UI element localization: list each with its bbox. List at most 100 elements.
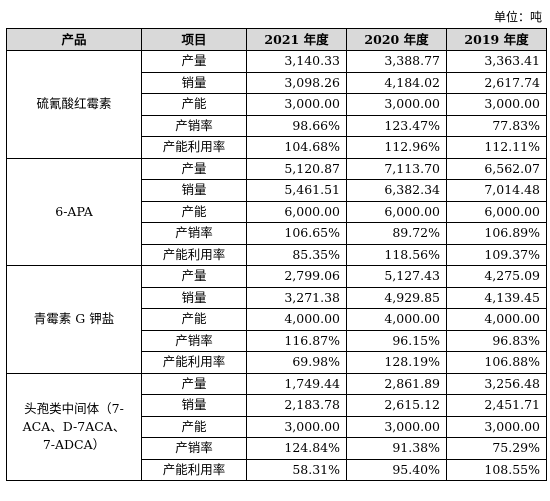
value-cell: 6,000.00 (446, 200, 547, 223)
value-cell: 91.38% (346, 437, 447, 460)
table-row: 销量 5,461.51 6,382.34 7,014.48 (7, 179, 547, 202)
value-cell: 3,000.00 (446, 93, 547, 116)
value-cell: 85.35% (246, 243, 347, 266)
table-row: 销量 3,098.26 4,184.02 2,617.74 (7, 71, 547, 94)
value-cell: 4,139.45 (446, 286, 547, 309)
value-cell: 4,000.00 (446, 308, 547, 331)
value-cell: 96.15% (346, 329, 447, 352)
production-sales-table: 产品 项目 2021 年度 2020 年度 2019 年度 硫氰酸红霉素 产量 3,… (6, 28, 547, 481)
value-cell: 3,000.00 (246, 415, 347, 438)
value-cell: 75.29% (446, 437, 547, 460)
value-cell: 124.84% (246, 437, 347, 460)
value-cell: 7,014.48 (446, 179, 547, 202)
table-row: 产能利用率 58.31% 95.40% 108.55% (7, 458, 547, 481)
value-cell: 4,184.02 (346, 71, 447, 94)
value-cell: 95.40% (346, 458, 447, 481)
value-cell: 2,183.78 (246, 394, 347, 417)
value-cell: 3,098.26 (246, 71, 347, 94)
value-cell: 2,617.74 (446, 71, 547, 94)
value-cell: 3,000.00 (346, 93, 447, 116)
value-cell: 6,382.34 (346, 179, 447, 202)
value-cell: 4,929.85 (346, 286, 447, 309)
table-row: 产销率 124.84% 91.38% 75.29% (7, 437, 547, 460)
table-row: 产能 3,000.00 3,000.00 3,000.00 (7, 93, 547, 116)
item-cell: 产销率 (141, 114, 247, 137)
table-body: 硫氰酸红霉素 产量 3,140.33 3,388.77 3,363.41 销量 3,098.… (6, 50, 547, 481)
item-cell: 产销率 (141, 437, 247, 460)
value-cell: 106.89% (446, 222, 547, 245)
item-cell: 销量 (141, 71, 247, 94)
item-cell: 产量 (141, 372, 247, 395)
value-cell: 104.68% (246, 136, 347, 159)
header-item: 项目 (141, 28, 247, 51)
table-row: 6-APA 产量 5,120.87 7,113.70 6,562.07 (6, 157, 547, 266)
item-cell: 销量 (141, 394, 247, 417)
product-cell: 硫氰酸红霉素 (6, 50, 142, 159)
table-row: 销量 3,271.38 4,929.85 4,139.45 (7, 286, 547, 309)
header-row: 产品 项目 2021 年度 2020 年度 2019 年度 (6, 28, 547, 51)
table-row: 产销率 106.65% 89.72% 106.89% (7, 222, 547, 245)
value-cell: 2,799.06 (246, 265, 347, 288)
table-row: 产能 6,000.00 6,000.00 6,000.00 (7, 200, 547, 223)
value-cell: 109.37% (446, 243, 547, 266)
item-cell: 产销率 (141, 222, 247, 245)
value-cell: 112.96% (346, 136, 447, 159)
header-2021: 2021 年度 (246, 28, 347, 51)
value-cell: 2,451.71 (446, 394, 547, 417)
item-cell: 产能利用率 (141, 243, 247, 266)
item-cell: 产量 (141, 50, 247, 73)
unit-label: 单位：吨 (493, 10, 542, 24)
item-cell: 产能 (141, 308, 247, 331)
value-cell: 7,113.70 (346, 157, 447, 180)
item-cell: 产量 (141, 265, 247, 288)
item-cell: 销量 (141, 286, 247, 309)
value-cell: 106.65% (246, 222, 347, 245)
header-product: 产品 (6, 28, 142, 51)
value-cell: 6,000.00 (246, 200, 347, 223)
value-cell: 128.19% (346, 351, 447, 374)
value-cell: 3,000.00 (246, 93, 347, 116)
product-cell: 6-APA (6, 157, 142, 266)
value-cell: 3,000.00 (446, 415, 547, 438)
header-2019: 2019 年度 (446, 28, 547, 51)
value-cell: 5,461.51 (246, 179, 347, 202)
table-row: 头孢类中间体（7-ACA、D-7ACA、7-ADCA） 产量 1,749.44 2,8… (6, 372, 547, 481)
value-cell: 5,120.87 (246, 157, 347, 180)
table-row: 产能 3,000.00 3,000.00 3,000.00 (7, 415, 547, 438)
value-cell: 2,861.89 (346, 372, 447, 395)
table-row: 产能利用率 69.98% 128.19% 106.88% (7, 351, 547, 374)
value-cell: 2,615.12 (346, 394, 447, 417)
value-cell: 108.55% (446, 458, 547, 481)
item-cell: 产能 (141, 415, 247, 438)
item-cell: 产能 (141, 93, 247, 116)
item-cell: 产能 (141, 200, 247, 223)
value-cell: 3,000.00 (346, 415, 447, 438)
item-cell: 产能利用率 (141, 136, 247, 159)
value-cell: 112.11% (446, 136, 547, 159)
item-cell: 产销率 (141, 329, 247, 352)
value-cell: 3,271.38 (246, 286, 347, 309)
value-cell: 3,256.48 (446, 372, 547, 395)
table-row: 青霉素 G 钾盐 产量 2,799.06 5,127.43 4,275.09 (6, 265, 547, 374)
value-cell: 3,388.77 (346, 50, 447, 73)
value-cell: 5,127.43 (346, 265, 447, 288)
value-cell: 3,363.41 (446, 50, 547, 73)
table-row: 产销率 98.66% 123.47% 77.83% (7, 114, 547, 137)
value-cell: 4,275.09 (446, 265, 547, 288)
value-cell: 123.47% (346, 114, 447, 137)
value-cell: 4,000.00 (346, 308, 447, 331)
value-cell: 106.88% (446, 351, 547, 374)
value-cell: 118.56% (346, 243, 447, 266)
value-cell: 69.98% (246, 351, 347, 374)
header-2020: 2020 年度 (346, 28, 447, 51)
product-cell: 头孢类中间体（7-ACA、D-7ACA、7-ADCA） (6, 372, 142, 481)
value-cell: 6,562.07 (446, 157, 547, 180)
value-cell: 1,749.44 (246, 372, 347, 395)
item-cell: 产能利用率 (141, 351, 247, 374)
product-cell: 青霉素 G 钾盐 (6, 265, 142, 374)
value-cell: 77.83% (446, 114, 547, 137)
item-cell: 产量 (141, 157, 247, 180)
table-row: 产能利用率 104.68% 112.96% 112.11% (7, 136, 547, 159)
value-cell: 6,000.00 (346, 200, 447, 223)
table-row: 硫氰酸红霉素 产量 3,140.33 3,388.77 3,363.41 (6, 50, 547, 159)
